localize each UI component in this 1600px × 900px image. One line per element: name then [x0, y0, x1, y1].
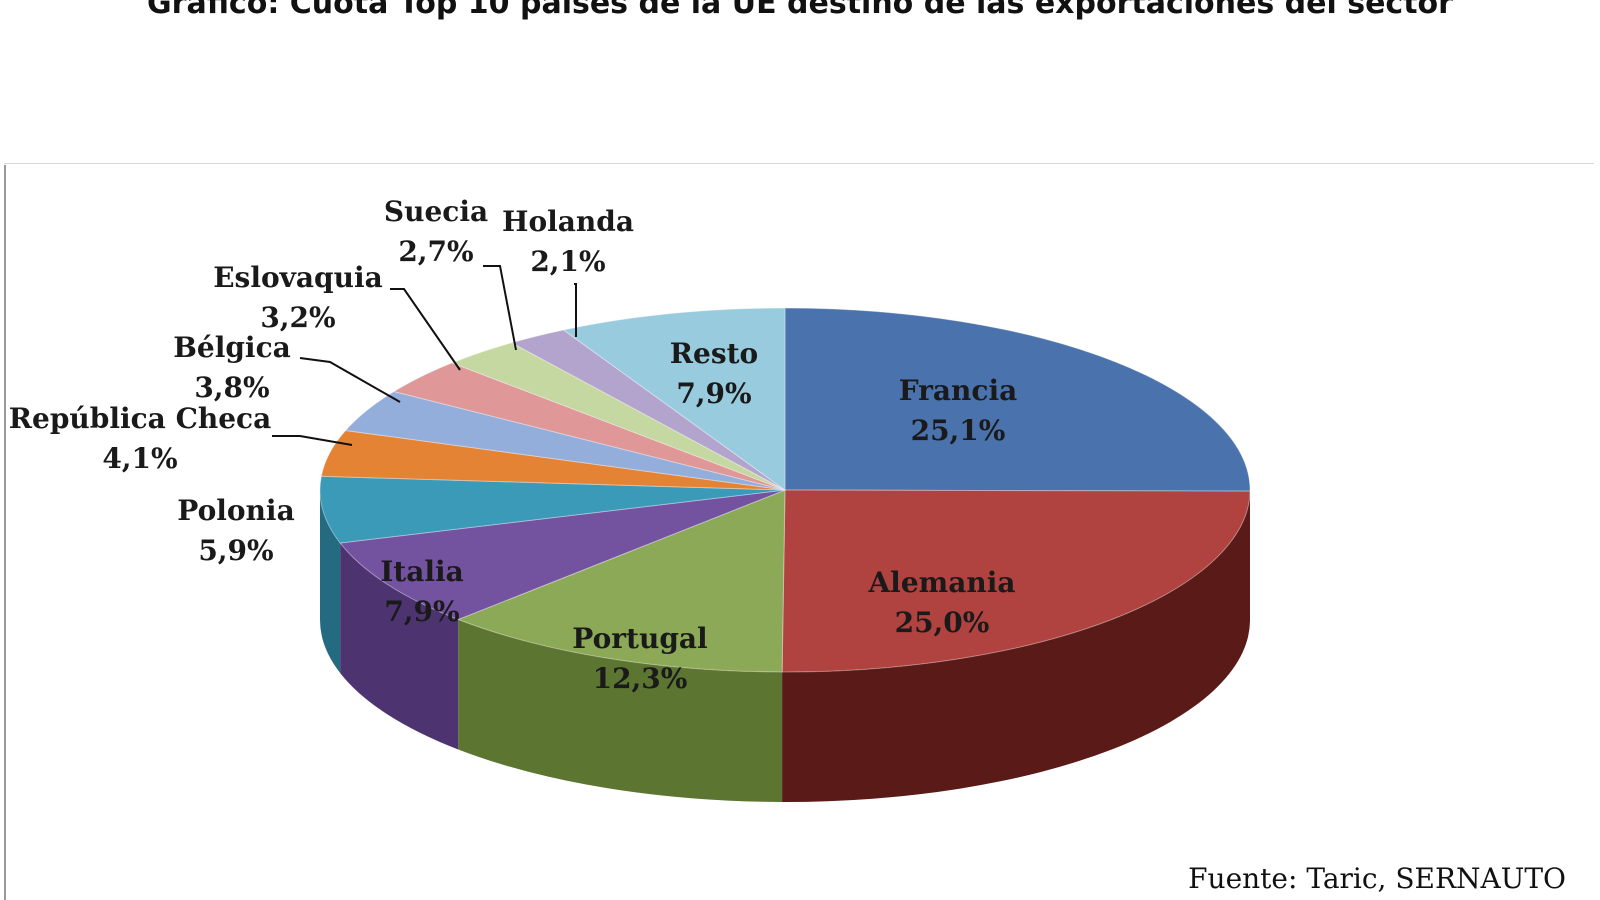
pie-side-italia	[340, 542, 459, 750]
chart-title: Gráfico: Cuota Top 10 paises de la UE de…	[147, 0, 1453, 21]
slice-label-holanda: Holanda	[502, 205, 634, 238]
slice-label-eslovaquia: Eslovaquia	[213, 261, 383, 294]
pie-slice-francia	[784, 307, 1251, 492]
slice-label-belgica: Bélgica	[173, 331, 291, 364]
pie-slice-holanda	[510, 329, 786, 491]
pie-top-layer	[319, 307, 1251, 673]
slice-value-eslovaquia: 3,2%	[260, 301, 335, 334]
pie-side-layer	[320, 490, 1250, 802]
pie-slice-suecia	[450, 342, 786, 491]
frame-top-border	[4, 163, 1594, 164]
pie-slice-eslovaquia	[392, 362, 786, 491]
pie-side-alemania	[782, 491, 1250, 802]
slice-value-italia: 7,9%	[384, 595, 459, 628]
slice-label-polonia: Polonia	[177, 494, 294, 527]
leader-line-suecia	[483, 265, 517, 351]
slice-value-polonia: 5,9%	[198, 534, 273, 567]
pie-side-polonia	[320, 490, 341, 673]
pie-side-portugal	[458, 619, 783, 802]
slice-label-francia: Francia	[899, 374, 1017, 407]
pie-slice-polonia	[319, 475, 786, 544]
slice-value-resto: 7,9%	[676, 377, 751, 410]
slice-label-alemania: Alemania	[867, 566, 1015, 599]
frame-left-border	[4, 165, 6, 900]
slice-label-suecia: Suecia	[384, 195, 488, 228]
pie-slice-republica-checa	[320, 429, 786, 491]
slice-value-republica-checa: 4,1%	[102, 442, 177, 475]
leader-line-republica-checa	[272, 435, 353, 446]
pie-slice-italia	[339, 489, 786, 621]
slice-label-italia: Italia	[380, 555, 464, 588]
slice-label-resto: Resto	[670, 337, 758, 370]
leader-lines	[272, 265, 577, 446]
slice-value-alemania: 25,0%	[895, 606, 990, 639]
slice-value-francia: 25,1%	[911, 414, 1006, 447]
leader-line-eslovaquia	[390, 288, 461, 371]
slice-labels: Francia 25,1% Alemania 25,0% Portugal 12,3% It…	[9, 195, 1017, 695]
slice-value-holanda: 2,1%	[530, 245, 605, 278]
slice-value-portugal: 12,3%	[593, 662, 688, 695]
slice-label-republica-checa: República Checa	[9, 402, 271, 435]
pie-slice-alemania	[781, 489, 1251, 673]
slice-value-suecia: 2,7%	[398, 235, 473, 268]
slice-value-belgica: 3,8%	[194, 371, 269, 404]
pie-slice-portugal	[456, 489, 786, 673]
pie-slice-belgica	[344, 390, 786, 491]
leader-line-holanda	[574, 283, 577, 337]
leader-line-belgica	[299, 357, 401, 403]
source-note: Fuente: Taric, SERNAUTO	[1188, 862, 1566, 895]
slice-label-portugal: Portugal	[572, 622, 707, 655]
